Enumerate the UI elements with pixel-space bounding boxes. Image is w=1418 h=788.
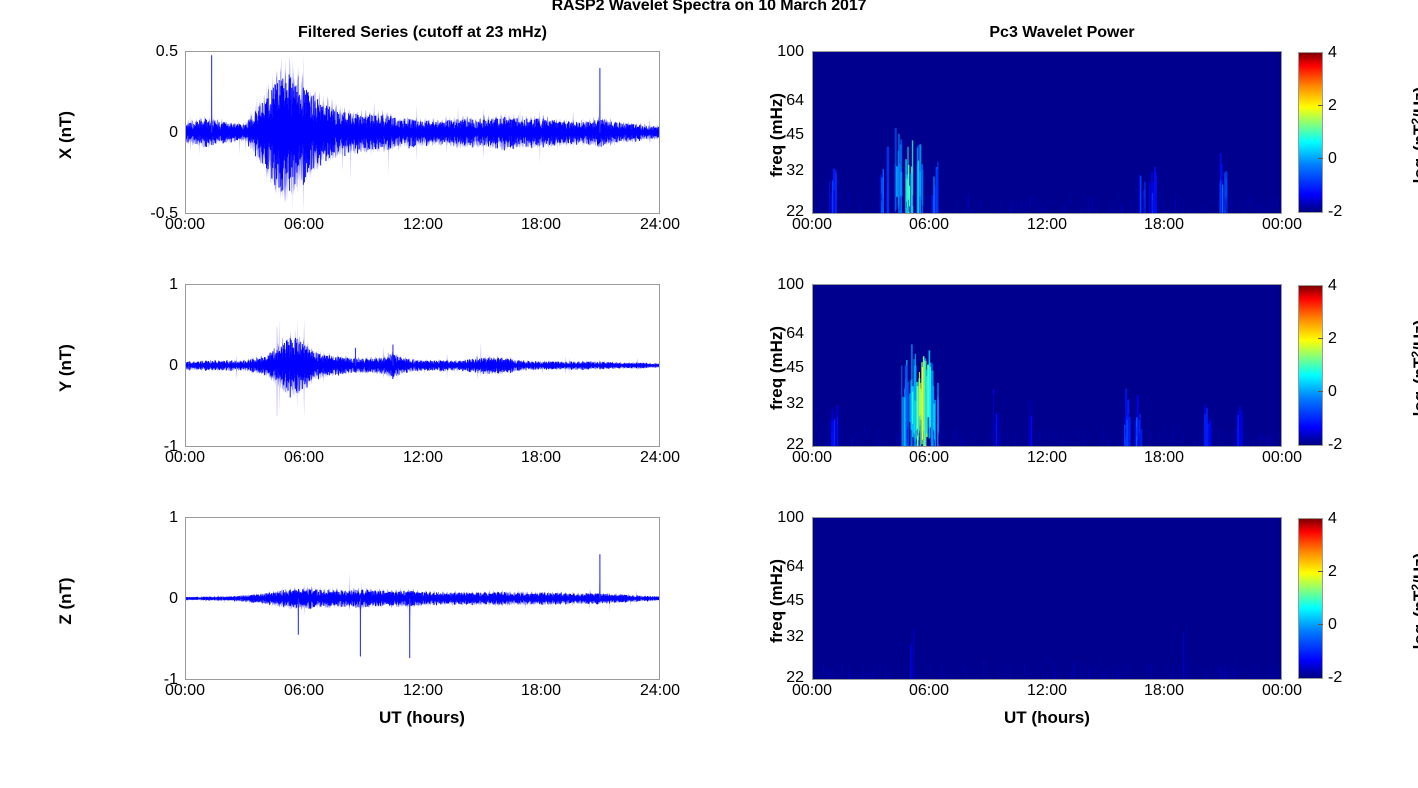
- spec-xtick-x-1: 06:00: [908, 216, 950, 233]
- spec-xtick-x-2: 12:00: [1026, 216, 1068, 233]
- spectrogram-plot-x[interactable]: [812, 51, 1282, 214]
- xtick-x-0: 00:00: [164, 216, 206, 233]
- xtick-z-2: 12:00: [402, 682, 444, 699]
- freqtick-z-0: 100: [777, 509, 804, 526]
- colorbar-label-x: log2(nT2/Hz): [1409, 86, 1418, 184]
- ytick-z-1: 0: [169, 590, 178, 607]
- right-column-title: Pc3 Wavelet Power: [989, 24, 1135, 41]
- cbartick-x-2: 0: [1328, 150, 1337, 167]
- freqtick-z-4: 22: [786, 669, 804, 686]
- freqtick-x-3: 32: [786, 162, 804, 179]
- timeseries-plot-z[interactable]: [185, 517, 660, 680]
- xtick-y-3: 18:00: [520, 449, 562, 466]
- spec-xtick-z-0: 00:00: [791, 682, 833, 699]
- spec-xtick-y-3: 18:00: [1143, 449, 1185, 466]
- cbartick-x-0: 4: [1328, 44, 1337, 61]
- xtick-z-0: 00:00: [164, 682, 206, 699]
- cbartick-z-0: 4: [1328, 510, 1337, 527]
- freqtick-y-0: 100: [777, 276, 804, 293]
- ytick-y-2: -1: [163, 438, 178, 455]
- spec-xtick-z-1: 06:00: [908, 682, 950, 699]
- spec-xtick-z-4: 00:00: [1261, 682, 1303, 699]
- cbartick-z-1: 2: [1328, 563, 1337, 580]
- spec-xtick-x-3: 18:00: [1143, 216, 1185, 233]
- timeseries-trace-y: [186, 318, 659, 419]
- ytick-z-2: -1: [163, 671, 178, 688]
- colorbar-tickmark-y-0: [1318, 391, 1323, 392]
- cbartick-z-3: -2: [1328, 669, 1343, 686]
- spec-xtick-z-3: 18:00: [1143, 682, 1185, 699]
- xtick-x-1: 06:00: [283, 216, 325, 233]
- spectrogram-image-y: [813, 285, 1281, 446]
- timeseries-plot-y[interactable]: [185, 284, 660, 447]
- spec-xtick-y-2: 12:00: [1026, 449, 1068, 466]
- spec-xtick-y-1: 06:00: [908, 449, 950, 466]
- colorbar-label-y: log2(nT2/Hz): [1409, 319, 1418, 417]
- freqtick-y-1: 64: [786, 325, 804, 342]
- freqtick-z-2: 45: [786, 592, 804, 609]
- freqtick-x-0: 100: [777, 43, 804, 60]
- freqtick-y-2: 45: [786, 359, 804, 376]
- timeseries-trace-x: [186, 52, 659, 213]
- spectrogram-image-z: [813, 518, 1281, 679]
- ytick-z-0: 1: [169, 509, 178, 526]
- spectrogram-image-x: [813, 52, 1281, 213]
- colorbar-tickmark-y-2: [1318, 338, 1323, 339]
- xtick-x-4: 24:00: [639, 216, 681, 233]
- ytick-x-0: 0.5: [155, 43, 178, 60]
- timeseries-trace-z: [186, 554, 659, 659]
- timeseries-plot-x[interactable]: [185, 51, 660, 214]
- ytick-x-1: 0: [169, 124, 178, 141]
- freqtick-x-4: 22: [786, 203, 804, 220]
- xtick-z-3: 18:00: [520, 682, 562, 699]
- ytick-y-1: 0: [169, 357, 178, 374]
- left-column-title: Filtered Series (cutoff at 23 mHz): [298, 24, 547, 41]
- colorbar-z[interactable]: [1298, 518, 1323, 679]
- cbartick-x-1: 2: [1328, 97, 1337, 114]
- colorbar-x[interactable]: [1298, 52, 1323, 213]
- cbartick-x-3: -2: [1328, 203, 1343, 220]
- spec-xtick-y-4: 00:00: [1261, 449, 1303, 466]
- xtick-y-1: 06:00: [283, 449, 325, 466]
- xtick-z-4: 24:00: [639, 682, 681, 699]
- axis-label-x-left: UT (hours): [379, 708, 465, 727]
- freqtick-y-4: 22: [786, 436, 804, 453]
- spec-xtick-x-4: 00:00: [1261, 216, 1303, 233]
- xtick-y-0: 00:00: [164, 449, 206, 466]
- spectrogram-plot-z[interactable]: [812, 517, 1282, 680]
- spec-xtick-x-0: 00:00: [791, 216, 833, 233]
- axis-label-y-z: Z (nT): [56, 577, 75, 625]
- colorbar-label-z: log2(nT2/Hz): [1409, 552, 1418, 650]
- spectrogram-plot-y[interactable]: [812, 284, 1282, 447]
- ytick-y-0: 1: [169, 276, 178, 293]
- axis-label-y-x: X (nT): [56, 110, 75, 160]
- cbartick-z-2: 0: [1328, 616, 1337, 633]
- xtick-z-1: 06:00: [283, 682, 325, 699]
- xtick-y-4: 24:00: [639, 449, 681, 466]
- spec-xtick-y-0: 00:00: [791, 449, 833, 466]
- axis-label-x-right: UT (hours): [1004, 708, 1090, 727]
- cbartick-y-0: 4: [1328, 277, 1337, 294]
- figure-suptitle: RASP2 Wavelet Spectra on 10 March 2017: [551, 0, 867, 14]
- spec-xtick-z-2: 12:00: [1026, 682, 1068, 699]
- xtick-x-3: 18:00: [520, 216, 562, 233]
- freqtick-x-2: 45: [786, 126, 804, 143]
- axis-label-y-y: Y (nT): [56, 344, 75, 392]
- cbartick-y-2: 0: [1328, 383, 1337, 400]
- freqtick-y-3: 32: [786, 395, 804, 412]
- freqtick-z-3: 32: [786, 628, 804, 645]
- freqtick-x-1: 64: [786, 92, 804, 109]
- cbartick-y-3: -2: [1328, 436, 1343, 453]
- xtick-x-2: 12:00: [402, 216, 444, 233]
- cbartick-y-1: 2: [1328, 330, 1337, 347]
- colorbar-tickmark-z-0: [1318, 624, 1323, 625]
- colorbar-tickmark-z-2: [1318, 571, 1323, 572]
- colorbar-y[interactable]: [1298, 285, 1323, 446]
- freqtick-z-1: 64: [786, 558, 804, 575]
- xtick-y-2: 12:00: [402, 449, 444, 466]
- ytick-x-2: -0.5: [150, 205, 178, 222]
- colorbar-tickmark-x-0: [1318, 158, 1323, 159]
- colorbar-tickmark-x-2: [1318, 105, 1323, 106]
